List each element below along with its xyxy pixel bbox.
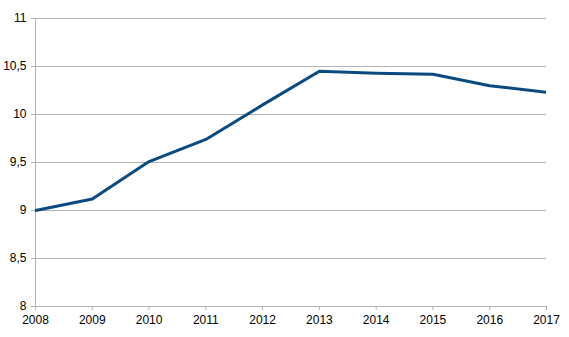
svg-text:2008: 2008 bbox=[22, 313, 49, 327]
svg-text:2010: 2010 bbox=[136, 313, 163, 327]
svg-text:2012: 2012 bbox=[249, 313, 276, 327]
svg-text:2013: 2013 bbox=[306, 313, 333, 327]
svg-text:9,5: 9,5 bbox=[10, 155, 27, 169]
svg-text:2016: 2016 bbox=[476, 313, 503, 327]
svg-text:8,5: 8,5 bbox=[10, 251, 27, 265]
svg-text:10,5: 10,5 bbox=[3, 59, 27, 73]
svg-text:2017: 2017 bbox=[533, 313, 560, 327]
svg-text:2009: 2009 bbox=[79, 313, 106, 327]
svg-text:2015: 2015 bbox=[420, 313, 447, 327]
svg-text:10: 10 bbox=[13, 107, 27, 121]
svg-text:9: 9 bbox=[20, 203, 27, 217]
svg-text:2011: 2011 bbox=[193, 313, 219, 327]
svg-text:2014: 2014 bbox=[363, 313, 390, 327]
svg-text:8: 8 bbox=[20, 299, 27, 313]
svg-text:11: 11 bbox=[14, 11, 27, 25]
